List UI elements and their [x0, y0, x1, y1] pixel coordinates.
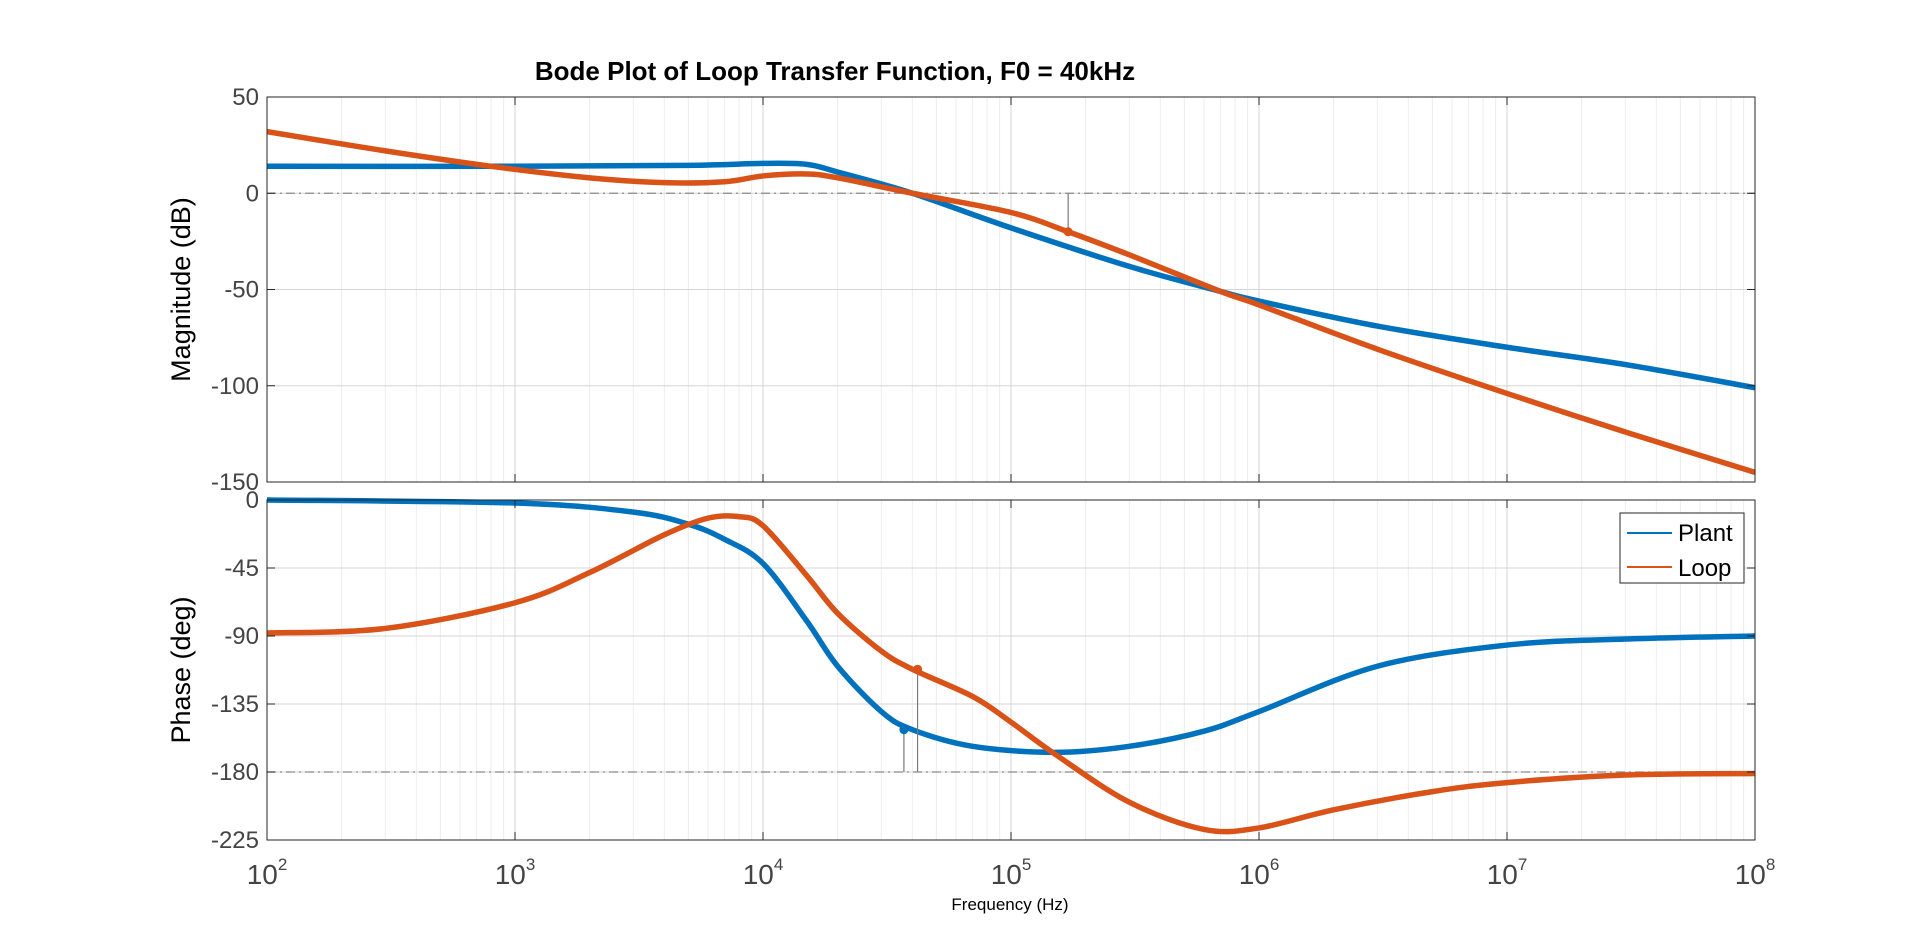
margin-marker-point: [1063, 227, 1073, 237]
y-tick-label: -225: [211, 827, 259, 854]
x-tick-base: 10: [1239, 859, 1270, 890]
x-tick-label: 104: [743, 855, 784, 890]
magnitude-series: [266, 128, 1756, 476]
legend-label-loop: Loop: [1678, 555, 1731, 582]
x-tick-exponent: 2: [278, 855, 287, 874]
phase-y-tick-labels: 0 -45 -90 -135 -180 -225: [211, 487, 1755, 854]
legend-label-plant: Plant: [1678, 520, 1733, 547]
magnitude-markers: [1063, 193, 1073, 237]
x-tick-base: 10: [495, 859, 526, 890]
series-plant-line: [266, 497, 1756, 756]
x-tick-exponent: 5: [1022, 855, 1031, 874]
legend-box: [1619, 512, 1745, 584]
y-tick-label: -100: [211, 373, 259, 400]
y-tick-label: -50: [224, 277, 259, 304]
series-loop-line: [266, 128, 1756, 476]
legend[interactable]: Plant Loop: [1619, 512, 1745, 584]
series-plant-line: [266, 160, 1756, 391]
x-tick-exponent: 6: [1270, 855, 1279, 874]
y-tick-label: -150: [211, 469, 259, 496]
x-tick-label: 105: [991, 855, 1032, 890]
x-tick-label: 107: [1487, 855, 1528, 890]
y-tick-label: -135: [211, 691, 259, 718]
x-tick-label: 103: [495, 855, 536, 890]
magnitude-y-tick-labels: 50 0 -50 -100 -150: [211, 84, 1755, 496]
x-tick-label: 108: [1735, 855, 1776, 890]
chart-title: Bode Plot of Loop Transfer Function, F0 …: [535, 56, 1135, 86]
x-tick-labels: 102 103 104 105 106 107 108: [247, 97, 1776, 890]
magnitude-y-axis-label: Magnitude (dB): [166, 197, 196, 382]
x-tick-exponent: 3: [526, 855, 535, 874]
magnitude-grid: [266, 96, 1756, 483]
x-tick-exponent: 4: [774, 855, 783, 874]
x-tick-base: 10: [743, 859, 774, 890]
x-axis-label: Frequency (Hz): [951, 895, 1068, 914]
margin-marker-point: [899, 725, 909, 735]
phase-markers: [899, 664, 923, 772]
x-tick-base: 10: [991, 859, 1022, 890]
y-tick-label: -180: [211, 759, 259, 786]
magnitude-panel: 50 0 -50 -100 -150 Magnitude (dB): [166, 84, 1756, 496]
y-tick-label: 0: [246, 180, 259, 207]
x-tick-exponent: 7: [1518, 855, 1527, 874]
phase-panel: 0 -45 -90 -135 -180 -225 Phase (deg): [166, 487, 1756, 854]
x-tick-base: 10: [1487, 859, 1518, 890]
y-tick-label: -45: [224, 555, 259, 582]
x-tick-base: 10: [247, 859, 278, 890]
y-tick-label: 0: [246, 487, 259, 514]
phase-y-axis-label: Phase (deg): [166, 596, 196, 743]
x-tick-label: 102: [247, 855, 288, 890]
x-tick-label: 106: [1239, 855, 1280, 890]
y-tick-label: -90: [224, 623, 259, 650]
x-tick-exponent: 8: [1766, 855, 1775, 874]
x-tick-base: 10: [1735, 859, 1766, 890]
y-tick-label: 50: [232, 84, 259, 111]
margin-marker-point: [913, 664, 923, 674]
